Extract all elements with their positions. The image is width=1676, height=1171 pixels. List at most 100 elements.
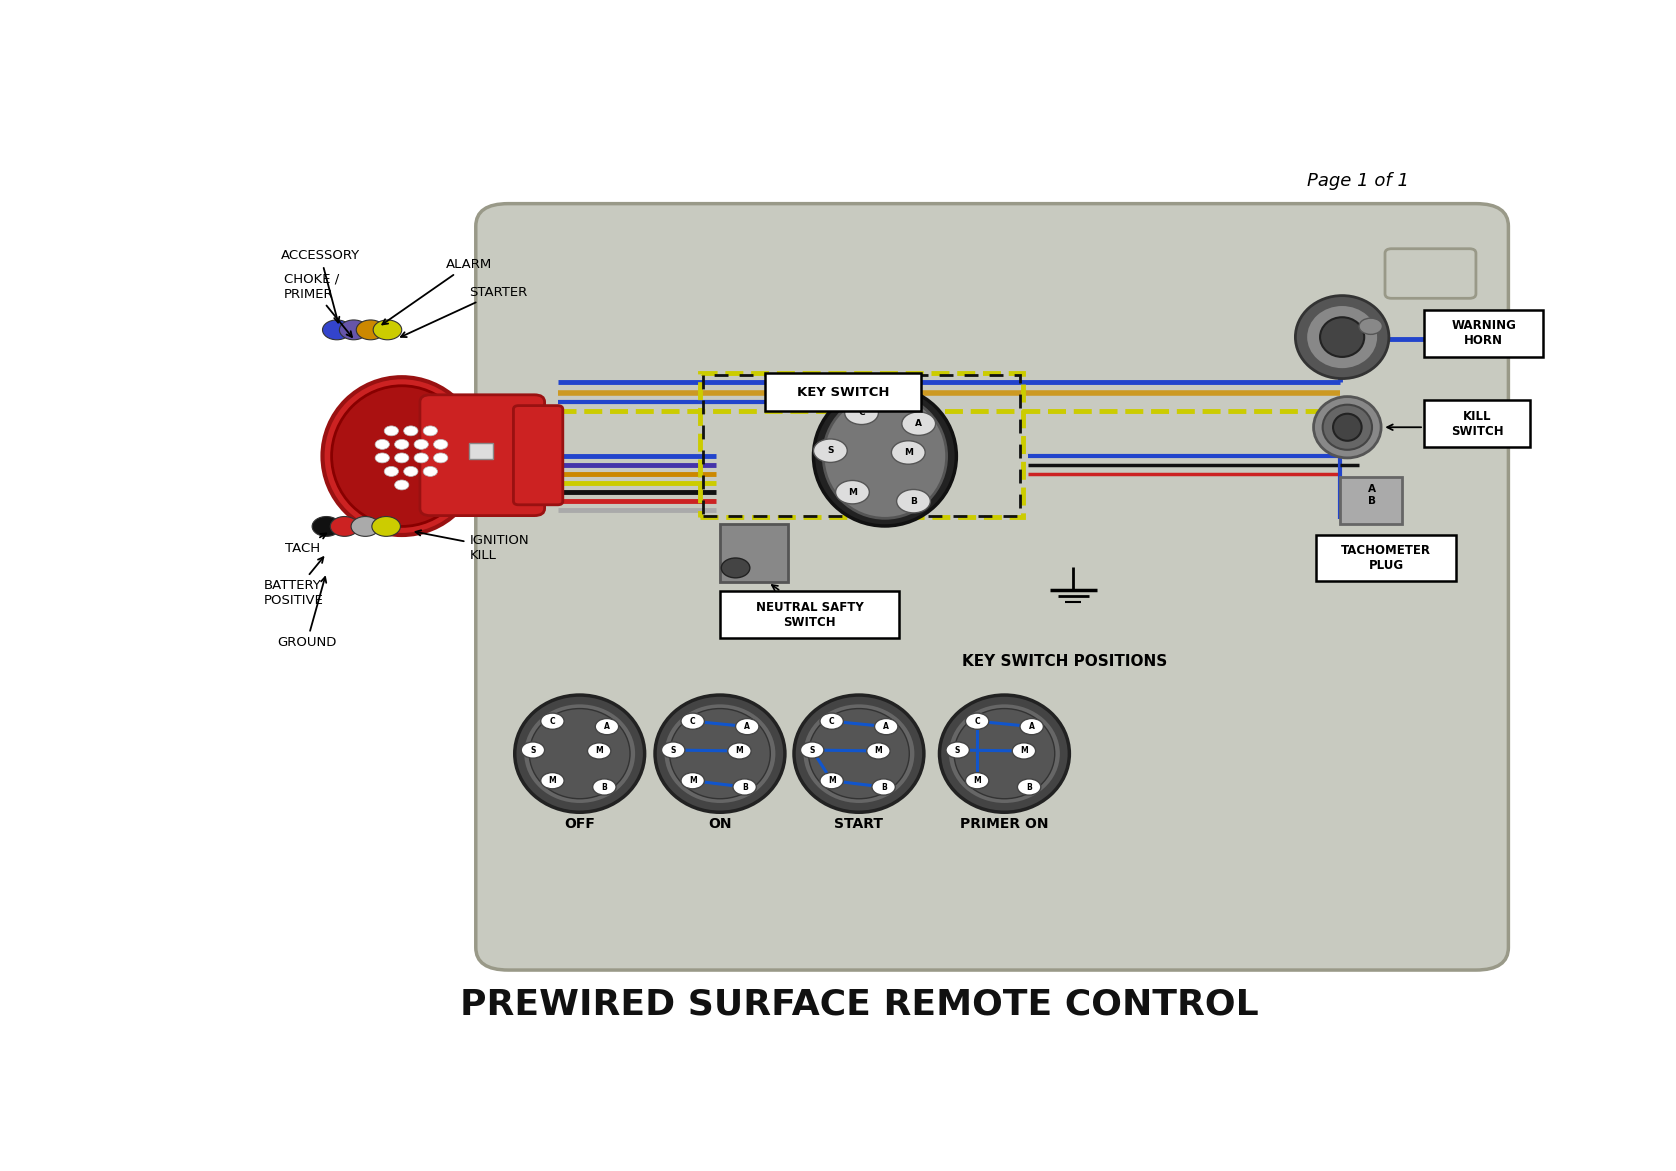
Circle shape [384, 426, 399, 436]
Circle shape [372, 516, 401, 536]
Text: ALARM: ALARM [382, 258, 493, 324]
Text: OFF: OFF [565, 816, 595, 830]
Circle shape [727, 742, 751, 759]
Circle shape [836, 480, 870, 504]
Text: B: B [602, 782, 607, 792]
Circle shape [394, 439, 409, 450]
Circle shape [404, 466, 417, 477]
Text: TACH: TACH [285, 534, 327, 555]
FancyBboxPatch shape [1384, 248, 1477, 299]
Circle shape [866, 742, 890, 759]
Circle shape [662, 742, 685, 758]
FancyBboxPatch shape [766, 374, 922, 411]
Text: GROUND: GROUND [277, 577, 337, 649]
Text: C: C [858, 409, 865, 417]
Circle shape [541, 773, 565, 789]
Circle shape [872, 779, 895, 795]
Ellipse shape [515, 696, 645, 813]
Text: M: M [595, 746, 603, 755]
Circle shape [680, 713, 704, 730]
Ellipse shape [954, 708, 1054, 799]
Text: WARNING
HORN: WARNING HORN [1451, 320, 1517, 348]
Circle shape [588, 742, 610, 759]
Text: PRIMER ON: PRIMER ON [960, 816, 1049, 830]
Circle shape [350, 516, 380, 536]
Circle shape [422, 426, 437, 436]
Circle shape [680, 773, 704, 789]
Circle shape [384, 466, 399, 477]
Text: A: A [915, 419, 922, 429]
Circle shape [813, 439, 848, 463]
Circle shape [414, 453, 429, 463]
Circle shape [404, 426, 417, 436]
Circle shape [875, 719, 898, 734]
Text: ACCESSORY: ACCESSORY [282, 249, 360, 322]
Circle shape [357, 320, 385, 340]
Circle shape [1012, 742, 1036, 759]
Circle shape [820, 773, 843, 789]
Text: M: M [736, 746, 744, 755]
Ellipse shape [947, 703, 1061, 804]
Text: A: A [1368, 484, 1376, 493]
Text: C: C [550, 717, 555, 726]
Circle shape [965, 713, 989, 730]
Circle shape [541, 713, 565, 730]
Text: B: B [882, 782, 887, 792]
Circle shape [897, 489, 930, 513]
Text: C: C [830, 717, 835, 726]
Ellipse shape [803, 703, 915, 804]
Text: BATTERY
POSITIVE: BATTERY POSITIVE [265, 557, 323, 607]
Circle shape [801, 742, 825, 758]
FancyBboxPatch shape [421, 395, 545, 515]
Text: M: M [848, 487, 856, 497]
Text: PREWIRED SURFACE REMOTE CONTROL: PREWIRED SURFACE REMOTE CONTROL [459, 987, 1259, 1021]
Circle shape [593, 779, 617, 795]
Text: M: M [1021, 746, 1027, 755]
Text: M: M [828, 776, 836, 786]
Circle shape [732, 779, 756, 795]
Text: B: B [1026, 782, 1032, 792]
Text: A: A [883, 723, 890, 731]
FancyBboxPatch shape [1425, 400, 1530, 447]
FancyBboxPatch shape [513, 405, 563, 505]
Circle shape [340, 320, 369, 340]
Text: A: A [744, 723, 751, 731]
Ellipse shape [1322, 405, 1373, 450]
FancyBboxPatch shape [469, 443, 493, 459]
Ellipse shape [530, 708, 630, 799]
Text: A: A [1029, 723, 1034, 731]
Circle shape [374, 320, 402, 340]
Ellipse shape [332, 385, 473, 527]
Circle shape [521, 742, 545, 758]
Text: Page 1 of 1: Page 1 of 1 [1307, 172, 1410, 190]
Ellipse shape [670, 708, 771, 799]
Circle shape [414, 439, 429, 450]
Text: KEY SWITCH POSITIONS: KEY SWITCH POSITIONS [962, 655, 1166, 669]
Circle shape [434, 439, 447, 450]
Circle shape [965, 773, 989, 789]
Ellipse shape [655, 696, 784, 813]
Ellipse shape [794, 696, 923, 813]
Text: NEUTRAL SAFTY
SWITCH: NEUTRAL SAFTY SWITCH [756, 601, 863, 629]
FancyBboxPatch shape [1425, 310, 1544, 357]
FancyBboxPatch shape [1339, 477, 1401, 523]
Text: B: B [1368, 497, 1376, 506]
Text: C: C [691, 717, 696, 726]
Text: M: M [903, 448, 913, 457]
Text: START: START [835, 816, 883, 830]
Ellipse shape [1314, 397, 1381, 458]
Ellipse shape [1296, 295, 1389, 378]
Text: KEY SWITCH: KEY SWITCH [798, 385, 890, 398]
Text: S: S [955, 746, 960, 754]
FancyBboxPatch shape [476, 204, 1508, 970]
Circle shape [945, 742, 969, 758]
Text: M: M [548, 776, 556, 786]
Text: A: A [603, 723, 610, 731]
Ellipse shape [523, 703, 637, 804]
Circle shape [595, 719, 618, 734]
Circle shape [375, 453, 389, 463]
Text: M: M [974, 776, 980, 786]
Text: S: S [828, 446, 833, 456]
Text: B: B [910, 497, 917, 506]
FancyBboxPatch shape [721, 591, 900, 638]
